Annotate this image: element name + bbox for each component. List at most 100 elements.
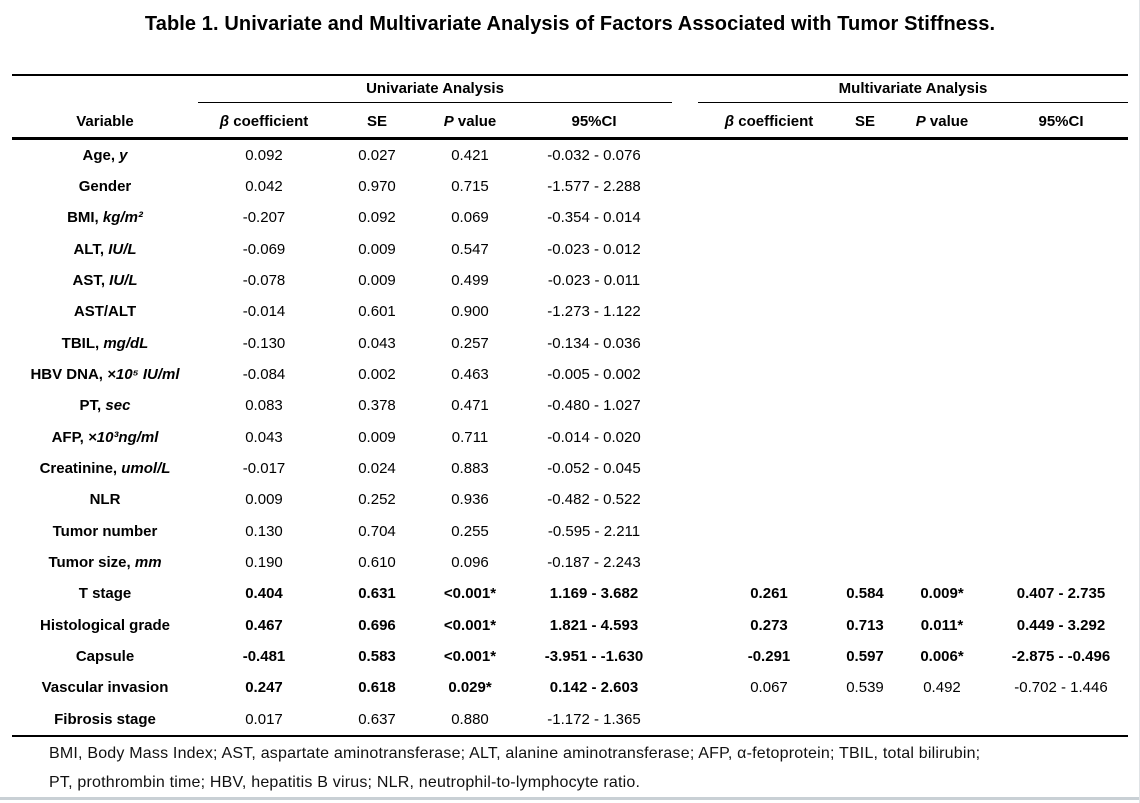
variable-cell: TBIL, mg/dL <box>12 335 198 352</box>
variable-cell: BMI, kg/m² <box>12 209 198 226</box>
univariate-pvalue: 0.880 <box>451 710 489 728</box>
univariate-ci-value: -0.482 - 0.522 <box>547 491 641 509</box>
table-row: NLR 0.009 0.252 0.936 -0.482 - 0.522 <box>12 484 1128 515</box>
table-title: Table 1. Univariate and Multivariate Ana… <box>144 13 996 35</box>
table-row: Fibrosis stage 0.017 0.637 0.880 -1.172 - 1.… <box>12 703 1128 734</box>
univariate-pvalue: <0.001* <box>443 647 497 665</box>
multivariate-se-value: 0.584 <box>846 585 884 603</box>
variable-unit: ×10⁵ IU/ml <box>107 365 180 383</box>
variable-cell: Tumor number <box>12 523 198 540</box>
beta-symbol: β <box>219 112 230 130</box>
univariate-se-value: 0.378 <box>358 397 396 415</box>
variable-unit: mm <box>134 553 162 571</box>
univariate-ci-value: -0.052 - 0.045 <box>547 459 641 477</box>
univariate-ci-value: -1.273 - 1.122 <box>547 303 641 321</box>
p-word: value <box>929 112 969 130</box>
variable-name: Capsule <box>75 647 135 665</box>
column-header-pvalue-multivariate: P value <box>890 113 994 130</box>
table-row: Gender 0.042 0.970 0.715 -1.577 - 2.288 <box>12 171 1128 202</box>
variable-unit: y <box>119 146 128 164</box>
univariate-ci-value: -0.134 - 0.036 <box>547 334 641 352</box>
variable-name: Tumor number <box>52 522 158 540</box>
univariate-se-value: 0.618 <box>358 679 396 697</box>
univariate-pvalue: 0.499 <box>451 271 489 289</box>
univariate-beta-value: -0.014 <box>242 303 286 321</box>
variable-name: Histological grade <box>39 616 171 634</box>
univariate-pvalue: 0.069 <box>451 209 489 227</box>
table-row: Histological grade 0.467 0.696 <0.001* 1.821… <box>12 609 1128 640</box>
multivariate-se-value: 0.713 <box>846 616 884 634</box>
univariate-ci-value: -0.005 - 0.002 <box>547 365 641 383</box>
univariate-pvalue: <0.001* <box>443 585 497 603</box>
univariate-se-value: 0.601 <box>358 303 396 321</box>
variable-unit: IU/L <box>108 240 137 258</box>
p-word: value <box>457 112 497 130</box>
univariate-pvalue: 0.715 <box>451 177 489 195</box>
univariate-beta-value: 0.190 <box>245 553 283 571</box>
univariate-beta-value: -0.078 <box>242 271 286 289</box>
footnote-line-1: BMI, Body Mass Index; AST, aspartate ami… <box>49 745 981 762</box>
univariate-beta-value: 0.043 <box>245 428 283 446</box>
univariate-beta-value: -0.017 <box>242 459 286 477</box>
multivariate-beta-value: 0.273 <box>750 616 788 634</box>
univariate-pvalue: 0.900 <box>451 303 489 321</box>
univariate-beta-value: -0.084 <box>242 365 286 383</box>
column-header-beta-multivariate: β coefficient <box>698 113 840 130</box>
table-row: Tumor size, mm 0.190 0.610 0.096 -0.187 - 2.… <box>12 547 1128 578</box>
univariate-pvalue: <0.001* <box>443 616 497 634</box>
multivariate-se-value: 0.539 <box>846 679 884 697</box>
univariate-se-value: 0.009 <box>358 271 396 289</box>
variable-unit: sec <box>105 397 131 415</box>
univariate-ci-value: -0.032 - 0.076 <box>547 146 641 164</box>
table-row: AST, IU/L -0.078 0.009 0.499 -0.023 - 0.011 <box>12 265 1128 296</box>
univariate-pvalue: 0.255 <box>451 522 489 540</box>
univariate-se-value: 0.027 <box>358 146 396 164</box>
table-row: Tumor number 0.130 0.704 0.255 -0.595 - 2.21… <box>12 515 1128 546</box>
group-header-univariate: Univariate Analysis <box>198 76 672 103</box>
variable-name: PT, <box>79 397 102 415</box>
univariate-pvalue: 0.711 <box>451 428 489 446</box>
group-header-gap <box>672 76 698 103</box>
variable-cell: Age, y <box>12 147 198 164</box>
univariate-ci-value: -0.014 - 0.020 <box>547 428 641 446</box>
variable-name: Vascular invasion <box>41 679 169 697</box>
variable-unit: IU/L <box>109 271 138 289</box>
multivariate-beta-value: 0.261 <box>750 585 788 603</box>
variable-cell: T stage <box>12 585 198 602</box>
group-header-spacer <box>12 76 198 103</box>
univariate-pvalue: 0.029* <box>448 679 492 697</box>
univariate-se-value: 0.610 <box>358 553 396 571</box>
multivariate-pvalue: 0.006* <box>920 647 964 665</box>
variable-name: Gender <box>78 177 132 195</box>
variable-cell: AFP, ×10³ng/ml <box>12 429 198 446</box>
table-row: T stage 0.404 0.631 <0.001* 1.169 - 3.682 0.2… <box>12 578 1128 609</box>
univariate-se-value: 0.002 <box>358 365 396 383</box>
univariate-ci-value: -0.480 - 1.027 <box>547 397 641 415</box>
column-header-ci-multivariate: 95%CI <box>1038 112 1084 130</box>
variable-name: Fibrosis stage <box>54 710 156 728</box>
univariate-beta-value: 0.130 <box>245 522 283 540</box>
variable-cell: AST/ALT <box>12 303 198 320</box>
univariate-pvalue: 0.421 <box>451 146 489 164</box>
variable-unit: mg/dL <box>103 334 149 352</box>
multivariate-ci-value: 0.407 - 2.735 <box>1016 585 1106 603</box>
beta-word: coefficient <box>233 112 309 130</box>
multivariate-pvalue: 0.011* <box>920 616 964 634</box>
variable-name: AFP, <box>51 428 84 446</box>
multivariate-beta-value: 0.067 <box>750 679 788 697</box>
univariate-beta-value: -0.207 <box>242 209 286 227</box>
univariate-se-value: 0.252 <box>358 491 396 509</box>
univariate-ci-value: -0.023 - 0.012 <box>547 240 641 258</box>
univariate-pvalue: 0.547 <box>451 240 489 258</box>
univariate-se-value: 0.704 <box>358 522 396 540</box>
univariate-ci-value: -1.577 - 2.288 <box>547 177 641 195</box>
univariate-ci-value: -0.595 - 2.211 <box>547 522 641 540</box>
univariate-se-value: 0.970 <box>358 177 396 195</box>
variable-name: NLR <box>89 491 121 509</box>
table-row: Capsule -0.481 0.583 <0.001* -3.951 - -1.630… <box>12 641 1128 672</box>
column-header-beta-univariate: β coefficient <box>198 113 330 130</box>
univariate-pvalue: 0.463 <box>451 365 489 383</box>
analysis-group-header-row: Univariate Analysis Multivariate Analysi… <box>12 76 1128 103</box>
univariate-se-value: 0.631 <box>358 585 396 603</box>
